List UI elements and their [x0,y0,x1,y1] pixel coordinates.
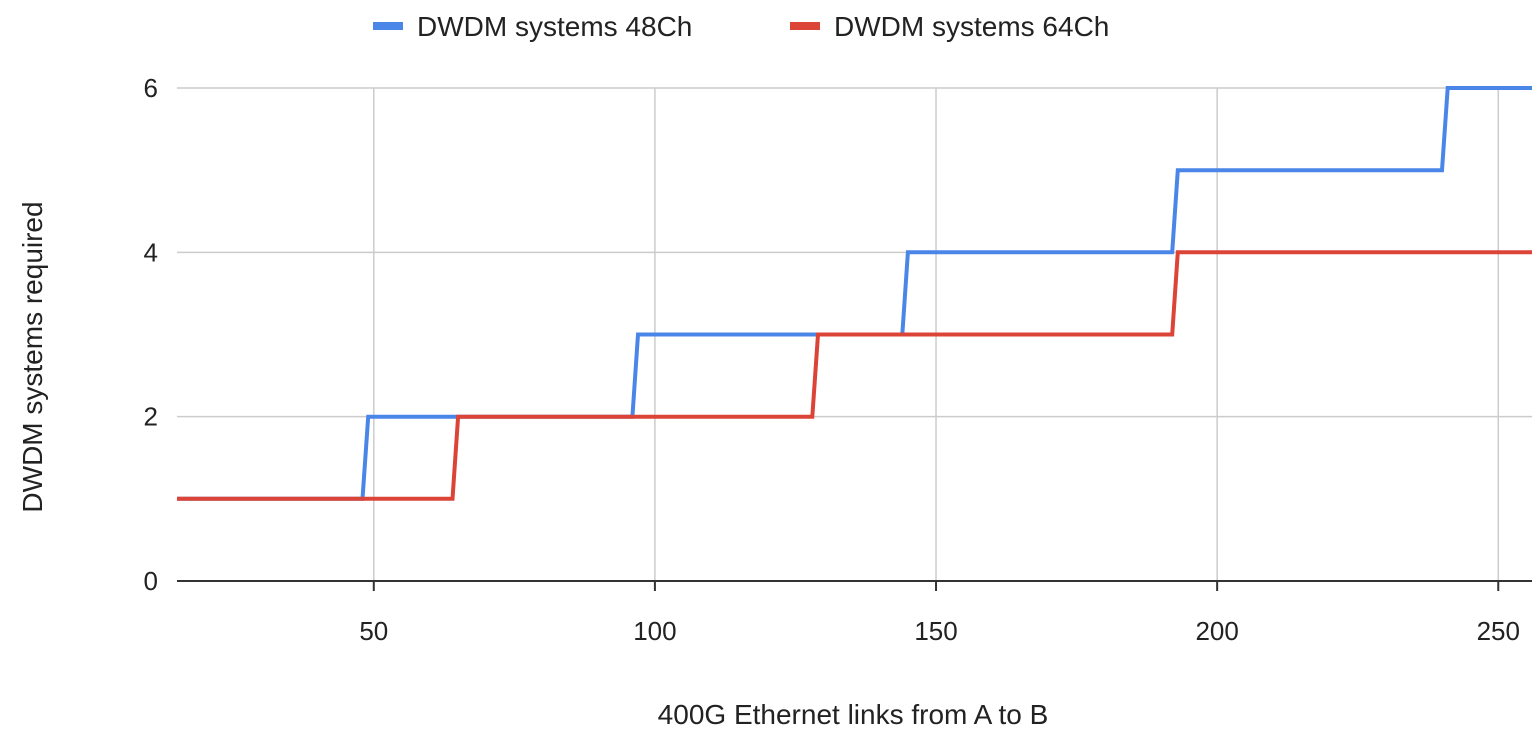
y-tick-label: 2 [144,402,158,432]
y-tick-label: 4 [144,237,158,267]
x-tick-label: 50 [359,616,388,646]
y-tick-label: 0 [144,566,158,596]
y-tick-label: 6 [144,73,158,103]
x-tick-label: 200 [1195,616,1238,646]
x-tick-label: 100 [633,616,676,646]
legend-label-2: DWDM systems 64Ch [834,11,1109,42]
series-line-2 [177,250,1532,501]
plot-area [177,86,1532,501]
axes: 0 2 4 6 50 100 150 200 250 [144,73,1532,646]
legend-label-1: DWDM systems 48Ch [417,11,692,42]
y-axis-title: DWDM systems required [17,201,48,512]
legend-swatch-1 [373,22,403,30]
x-axis-title: 400G Ethernet links from A to B [658,699,1049,729]
legend-swatch-2 [790,22,820,30]
legend: DWDM systems 48Ch DWDM systems 64Ch [373,11,1109,42]
series-line-1 [177,86,1532,501]
x-tick-label: 150 [914,616,957,646]
x-tick-label: 250 [1477,616,1520,646]
